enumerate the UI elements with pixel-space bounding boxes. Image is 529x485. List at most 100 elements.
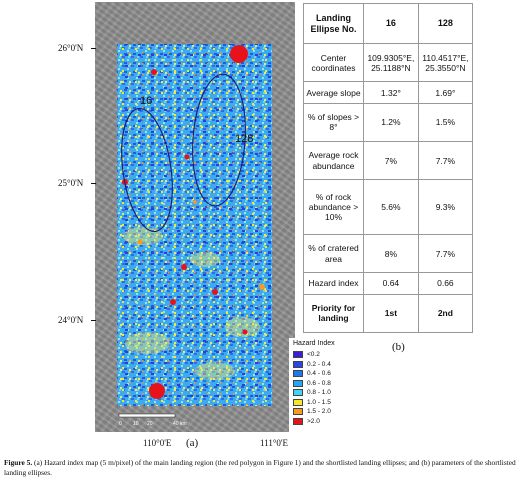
table-cell: 2nd — [417, 293, 474, 334]
legend-label: 1.5 - 2.0 — [307, 408, 331, 416]
legend-label: 1.0 - 1.5 — [307, 398, 331, 406]
legend-label: 0.6 - 0.8 — [307, 379, 331, 387]
legend-swatch — [293, 389, 303, 397]
table-row: Hazard index 0.64 0.66 — [303, 272, 474, 295]
legend-label: <0.2 — [307, 351, 320, 359]
table-row: % of rock abundance > 10% 5.6% 9.3% — [303, 179, 474, 236]
legend-item: 0.2 - 0.4 — [293, 360, 364, 370]
table-row: Average slope 1.32° 1.69° — [303, 81, 474, 104]
table-cell: 7% — [363, 141, 419, 181]
figure-caption: Figure 5. (a) Hazard index map (5 m/pixe… — [4, 458, 525, 478]
crater-hotspot — [170, 299, 176, 305]
legend-items: <0.2 0.2 - 0.4 0.4 - 0.6 0.6 - 0.8 0.8 - 1.0… — [289, 350, 364, 426]
legend-swatch — [293, 370, 303, 378]
table-cell: 1.32° — [363, 81, 419, 104]
table-row-header: Hazard index — [303, 272, 364, 295]
caption-label: Figure 5. — [4, 458, 33, 467]
lat-label-26n: 26°0'N — [58, 43, 84, 53]
hazard-patch — [225, 317, 260, 337]
lat-tick — [91, 320, 96, 321]
panel-label-b: (b) — [392, 341, 405, 353]
legend-swatch — [293, 360, 303, 368]
table-cell: 0.66 — [417, 272, 474, 295]
table-cell: 1.2% — [363, 102, 419, 143]
table-cell: 5.6% — [363, 179, 419, 236]
lat-tick — [91, 183, 96, 184]
table-row-header: Center coordinates — [303, 43, 364, 83]
hazard-patch — [195, 362, 235, 380]
scale-bar-line — [118, 413, 176, 418]
crater-hotspot — [137, 239, 143, 245]
hazard-patch — [123, 227, 163, 245]
map-overlay: 0 10 20 40 km 16 128 — [115, 44, 272, 427]
lat-label-25n: 25°0'N — [58, 178, 84, 188]
crater-hotspot — [242, 329, 248, 335]
legend-item: 1.5 - 2.0 — [293, 407, 364, 417]
legend-title: Hazard Index — [293, 340, 335, 347]
scale-bar: 0 10 20 40 km — [118, 413, 187, 427]
ellipse-128-label: 128 — [235, 133, 253, 145]
table-cell: 7.7% — [417, 234, 474, 274]
crater-hotspots — [122, 45, 265, 399]
legend-swatch — [293, 379, 303, 387]
ellipse-16-label: 16 — [140, 95, 152, 107]
table-row: Center coordinates 109.9305°E, 25.1188°N 1… — [303, 43, 474, 83]
legend-item: >2.0 — [293, 417, 364, 427]
hazard-layer — [117, 44, 272, 406]
lat-label-24n: 24°0'N — [58, 315, 84, 325]
legend-item: <0.2 — [293, 350, 364, 360]
scale-bar-label: 0 — [119, 421, 122, 427]
legend-swatch — [293, 417, 303, 425]
table-cell: 7.7% — [417, 141, 474, 181]
crater-hotspot — [259, 284, 265, 290]
table-cell: 0.64 — [363, 272, 419, 295]
legend-swatch — [293, 351, 303, 359]
legend-item: 1.0 - 1.5 — [293, 398, 364, 408]
crater-hotspot — [212, 289, 218, 295]
landing-ellipse-parameters-table: Landing Ellipse No. 16 128 Center coordinat… — [303, 2, 474, 334]
table-cell: 1.5% — [417, 102, 474, 143]
scale-bar-label: 40 km — [173, 421, 187, 427]
legend-item: 0.4 - 0.6 — [293, 369, 364, 379]
legend-item: 0.8 - 1.0 — [293, 388, 364, 398]
table-row-header: Average rock abundance — [303, 141, 364, 181]
lon-label-110e: 110°0'E — [143, 438, 172, 448]
table-row: Average rock abundance 7% 7.7% — [303, 141, 474, 181]
lat-tick — [91, 48, 96, 49]
crater-hotspot — [149, 383, 165, 399]
table-cell: 9.3% — [417, 179, 474, 236]
hazard-patch — [125, 332, 170, 354]
table-row: % of slopes > 8° 1.2% 1.5% — [303, 102, 474, 143]
crater-hotspot — [151, 69, 157, 75]
table-cell: 110.4517°E, 25.3550°N — [417, 43, 474, 83]
table-row-header: Landing Ellipse No. — [303, 2, 364, 45]
caption-text: (a) Hazard index map (5 m/pixel) of the … — [4, 458, 516, 477]
hazard-legend: Hazard Index <0.2 0.2 - 0.4 0.4 - 0.6 0.6 -… — [289, 338, 364, 434]
table-cell: 109.9305°E, 25.1188°N — [363, 43, 419, 83]
legend-label: >2.0 — [307, 417, 320, 425]
panel-label-a: (a) — [186, 437, 199, 449]
crater-hotspot — [193, 200, 197, 204]
table-row-header: % of rock abundance > 10% — [303, 179, 364, 236]
table-row-header: % of slopes > 8° — [303, 102, 364, 143]
legend-label: 0.2 - 0.4 — [307, 360, 331, 368]
table-row-header: Priority for landing — [303, 293, 364, 334]
table-row-header: % of cratered area — [303, 234, 364, 274]
table-row: Landing Ellipse No. 16 128 — [303, 2, 474, 45]
crater-hotspot — [230, 45, 248, 63]
legend-item: 0.6 - 0.8 — [293, 379, 364, 389]
table-cell: 1.69° — [417, 81, 474, 104]
table-cell: 8% — [363, 234, 419, 274]
scale-bar-label: 20 — [147, 421, 153, 427]
legend-label: 0.8 - 1.0 — [307, 389, 331, 397]
legend-swatch — [293, 408, 303, 416]
hazard-index-map: 0 10 20 40 km 16 128 — [95, 2, 295, 432]
hazard-patch — [190, 252, 220, 267]
legend-label: 0.4 - 0.6 — [307, 370, 331, 378]
landing-ellipse-16[interactable] — [115, 105, 180, 234]
landing-ellipse-128[interactable] — [188, 72, 249, 207]
crater-hotspot — [181, 264, 187, 270]
legend-swatch — [293, 398, 303, 406]
table-row-header: Average slope — [303, 81, 364, 104]
table-row: % of cratered area 8% 7.7% — [303, 234, 474, 274]
